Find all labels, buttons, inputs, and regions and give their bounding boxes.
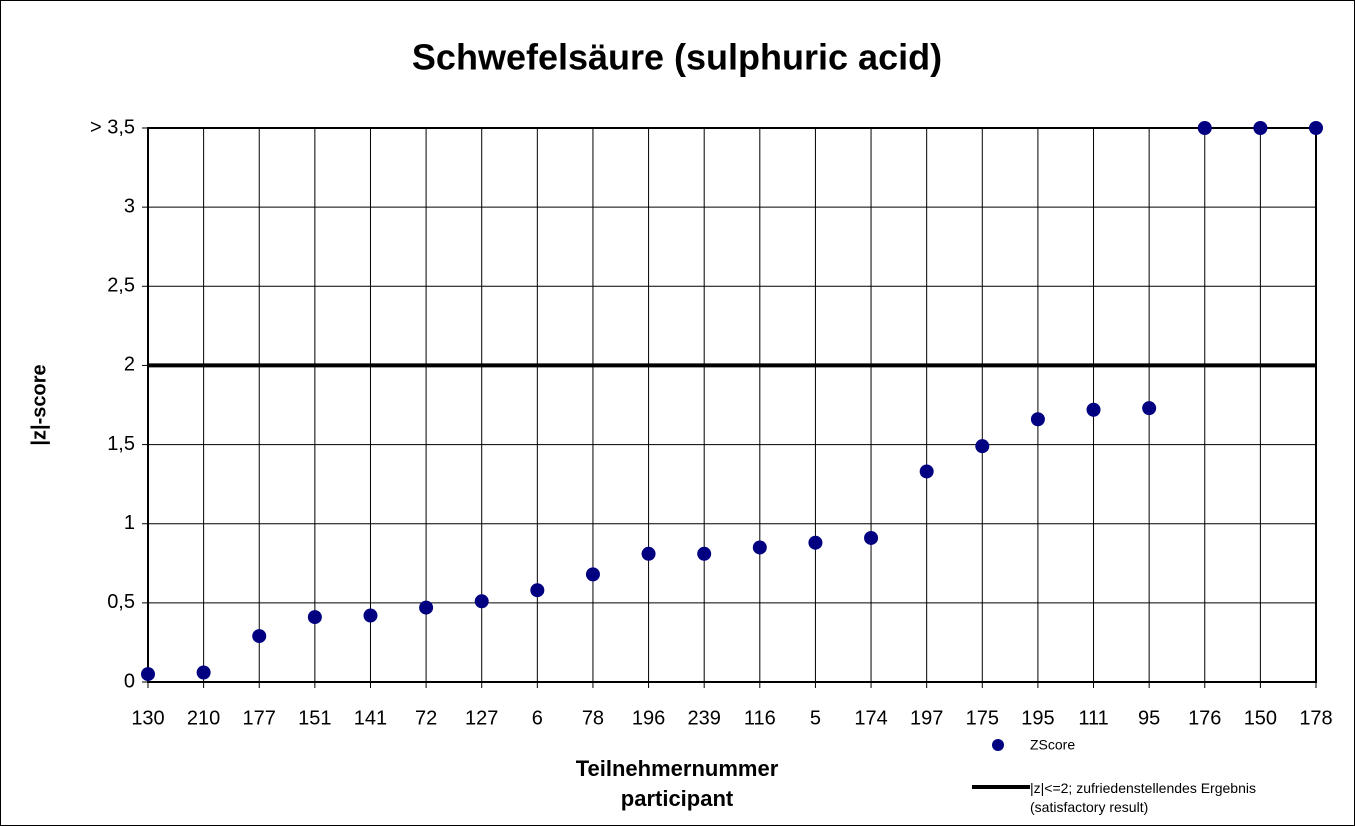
x-tick-label: 239 <box>688 707 721 729</box>
y-tick-label: 1 <box>124 512 135 534</box>
x-tick-label: 177 <box>243 707 276 729</box>
data-point <box>419 600 434 615</box>
legend-label: ZScore <box>1030 737 1075 753</box>
plot-border <box>147 127 1317 683</box>
data-point <box>1142 401 1157 416</box>
y-tick-label: 2,5 <box>107 275 135 297</box>
x-tick-label: 116 <box>744 707 776 729</box>
data-point <box>252 629 267 644</box>
x-tick-label: 174 <box>854 707 887 729</box>
x-axis-label: Teilnehmernummer participant <box>576 756 779 811</box>
x-tick-label: 72 <box>415 707 437 729</box>
y-tick-label: 1,5 <box>107 433 135 455</box>
y-tick-label: 2 <box>124 354 135 376</box>
x-tick-label: 150 <box>1244 707 1277 729</box>
data-point <box>1309 121 1323 135</box>
x-tick-label: 176 <box>1188 707 1221 729</box>
x-tick-label: 6 <box>532 707 543 729</box>
data-point <box>474 594 489 609</box>
data-point <box>585 567 600 582</box>
x-tick-label: 78 <box>582 707 604 729</box>
y-tick-label: 3 <box>124 195 135 217</box>
data-point <box>864 530 879 545</box>
data-point <box>975 439 990 454</box>
x-tick-label: 111 <box>1078 707 1108 729</box>
data-point <box>1253 121 1268 135</box>
data-point <box>808 535 823 550</box>
data-point <box>196 665 211 680</box>
data-point <box>363 608 378 623</box>
x-tick-label: 197 <box>910 707 943 729</box>
x-tick-label: 5 <box>810 707 821 729</box>
y-tick-label: 0,5 <box>107 591 135 613</box>
y-axis-label: |z|-score <box>28 364 50 445</box>
x-tick-label: 130 <box>131 707 164 729</box>
legend-label: |z|<=2; zufriedenstellendes Ergebnis (sat… <box>1030 780 1256 815</box>
data-point <box>641 546 656 561</box>
x-tick-label: 127 <box>465 707 498 729</box>
y-tick-label: 0 <box>124 670 135 692</box>
x-tick-label: 141 <box>354 707 387 729</box>
data-point <box>1030 412 1045 427</box>
x-tick-label: 196 <box>632 707 665 729</box>
x-tick-label: 178 <box>1299 707 1332 729</box>
x-tick-label: 195 <box>1021 707 1054 729</box>
y-tick-label: > 3,5 <box>90 116 135 138</box>
chart-title: Schwefelsäure (sulphuric acid) <box>412 37 942 78</box>
data-point <box>530 583 545 598</box>
data-point <box>1197 121 1212 135</box>
data-point <box>141 667 155 682</box>
data-point <box>919 464 934 479</box>
data-point <box>1086 402 1101 417</box>
x-tick-label: 175 <box>966 707 999 729</box>
x-tick-label: 210 <box>187 707 220 729</box>
x-tick-label: 151 <box>298 707 331 729</box>
data-point <box>697 546 712 561</box>
data-point <box>307 610 322 625</box>
data-point <box>752 540 767 555</box>
x-tick-label: 95 <box>1138 707 1160 729</box>
legend-marker <box>992 739 1004 751</box>
